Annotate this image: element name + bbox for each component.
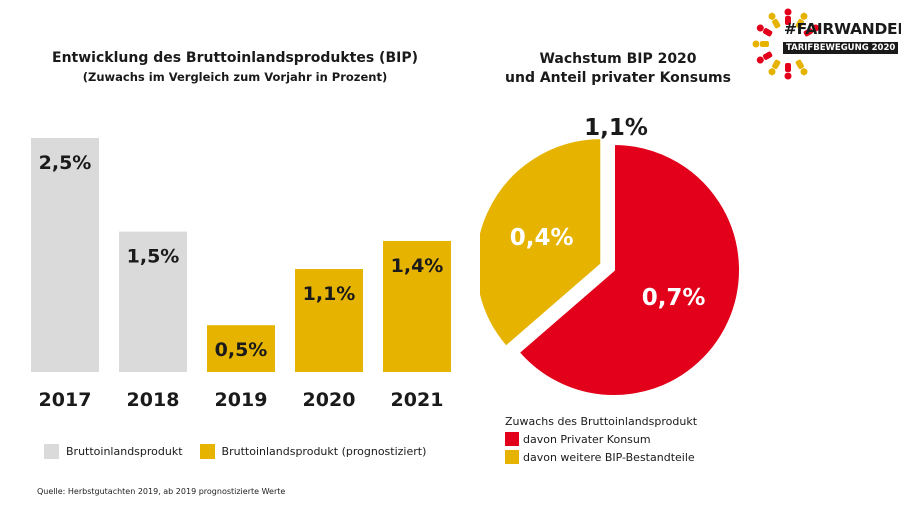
x-tick-label-2017: 2017 [39,389,92,411]
legend-swatch-actual [44,444,59,459]
pie-legend: Zuwachs des Bruttoinlandsprodukt davon P… [505,415,697,467]
bar-value-label-2018: 1,5% [127,246,180,268]
source-note: Quelle: Herbstgutachten 2019, ab 2019 pr… [37,487,286,496]
pie-legend-heading: Zuwachs des Bruttoinlandsprodukt [505,415,698,428]
bar-value-label-2021: 1,4% [391,255,444,277]
bar-2018 [119,231,187,372]
bar-2021 [383,240,451,372]
x-tick-label-2019: 2019 [215,389,268,411]
legend-swatch-forecast [199,444,215,459]
pie-label-other: 0,4% [510,225,574,251]
legend-item-forecast: Bruttoinlandsprodukt (prognostiziert) [199,444,427,459]
legend-label-actual: Bruttoinlandsprodukt [66,445,183,458]
pie-label-private: 0,7% [642,285,706,311]
bar-legend: Bruttoinlandsprodukt Bruttoinlandsproduk… [44,444,443,459]
x-tick-label-2020: 2020 [303,389,356,411]
pie-slice-private [517,142,741,397]
x-tick-label-2018: 2018 [127,389,180,411]
bar-chart-title: Entwicklung des Bruttoinlandsproduktes (… [52,50,418,66]
x-tick-label-2021: 2021 [391,389,444,411]
legend-swatch-other [505,450,519,464]
bar-value-label-2017: 2,5% [39,152,92,174]
pie-slice-other [480,137,603,349]
pie-chart-title: Wachstum BIP 2020 und Anteil privater Ko… [488,50,748,88]
bar-chart: 2,5% 2017 1,5% 2018 0,5% 2019 1,1% 2020 1,4% 2021 [31,138,451,411]
pie-title-line-1: Wachstum BIP 2020 [539,51,697,67]
bar-chart-subtitle: (Zuwachs im Vergleich zum Vorjahr in Pro… [82,70,388,84]
legend-swatch-private [505,432,519,446]
pie-total-label: 1,1% [584,115,648,141]
fairwandel-logo: #FAIRWANDEL TARIFBEWEGUNG 2020 [752,4,901,90]
people-circle-icon [752,8,820,80]
legend-label-forecast: Bruttoinlandsprodukt (prognostiziert) [221,445,427,458]
bar-value-label-2019: 0,5% [215,339,268,361]
bar-2020 [295,269,363,372]
legend-item-other: davon weitere BIP-Bestandteile [505,449,697,465]
legend-label-private: davon Privater Konsum [523,432,651,446]
logo-subline: TARIFBEWEGUNG 2020 [783,42,899,54]
legend-item-actual: Bruttoinlandsprodukt [44,444,183,459]
legend-item-private: davon Privater Konsum [505,431,697,447]
pie-chart: 0,7% 0,4% 1,1% [480,115,741,397]
bar-2019 [207,325,275,372]
logo-hashtag: #FAIRWANDEL [784,20,901,38]
pie-title-line-2: und Anteil privater Konsums [505,70,731,86]
bar-value-label-2020: 1,1% [303,283,356,305]
bar-2017 [31,138,99,372]
legend-label-other: davon weitere BIP-Bestandteile [523,450,695,464]
